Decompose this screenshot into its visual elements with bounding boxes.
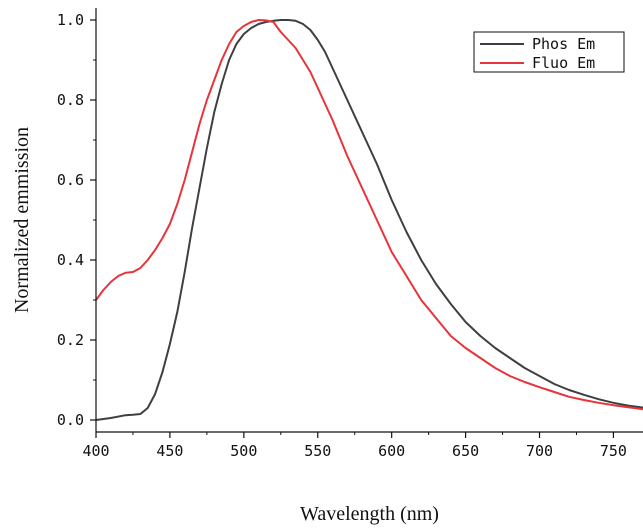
y-tick-label: 0.8 — [57, 91, 84, 109]
y-tick-label: 0.2 — [57, 331, 84, 349]
legend-label-fluo-em: Fluo Em — [532, 54, 595, 72]
x-axis-title: Wavelength (nm) — [300, 503, 439, 525]
x-tick-label: 750 — [600, 442, 627, 460]
series-line-fluo-em — [95, 19, 643, 411]
y-tick-label: 0.4 — [57, 251, 84, 269]
x-tick-label: 400 — [82, 442, 109, 460]
x-tick-label: 600 — [378, 442, 405, 460]
y-ticks: 0.0 0.2 0.4 0.6 0.8 1.0 — [57, 11, 96, 429]
x-tick-label: 450 — [156, 442, 183, 460]
legend-box — [473, 31, 625, 73]
y-axis-title: Normalized emmission — [11, 127, 33, 313]
plot-lines — [95, 19, 643, 421]
legend: Phos Em Fluo Em — [473, 31, 625, 73]
x-tick-label: 500 — [230, 442, 257, 460]
y-tick-label: 0.6 — [57, 171, 84, 189]
series-line-phos-em — [95, 19, 643, 421]
legend-label-phos-em: Phos Em — [532, 35, 595, 53]
x-tick-label: 700 — [526, 442, 553, 460]
y-tick-label: 0.0 — [57, 411, 84, 429]
x-tick-label: 650 — [452, 442, 479, 460]
x-ticks: 400 450 500 550 600 650 700 750 — [82, 432, 627, 460]
x-tick-label: 550 — [304, 442, 331, 460]
y-tick-label: 1.0 — [57, 11, 84, 29]
